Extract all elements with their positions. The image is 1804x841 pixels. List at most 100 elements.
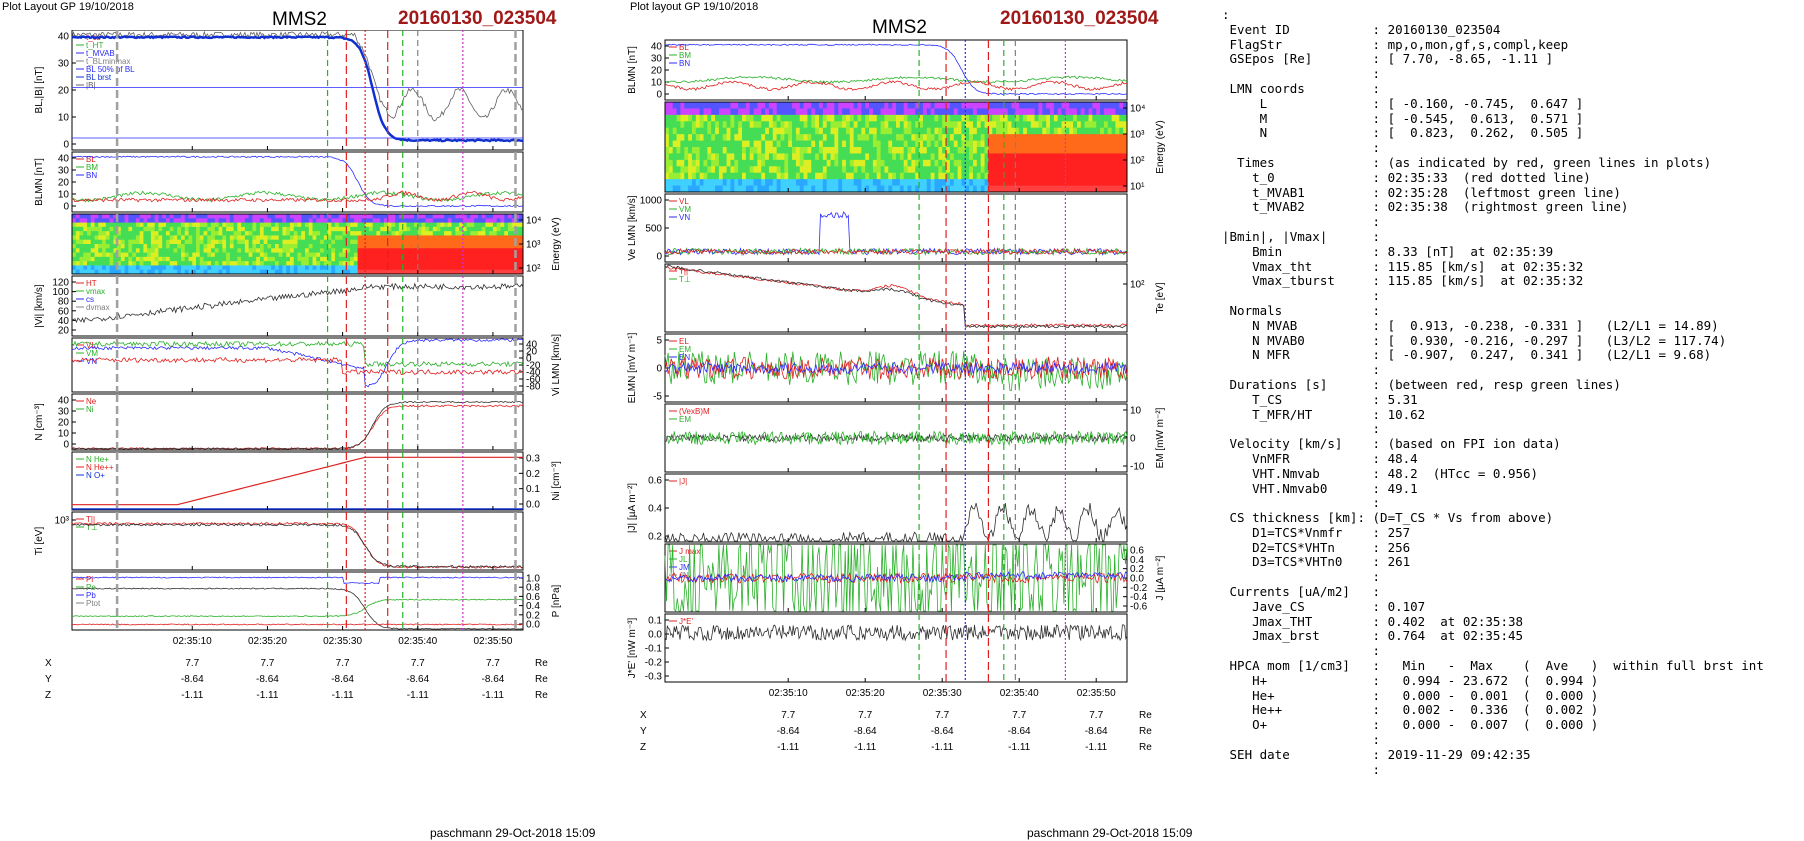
spectrogram-cell	[278, 214, 283, 219]
legend-entry: T||	[679, 267, 688, 276]
spectrogram-cell	[688, 127, 693, 135]
spectrogram-cell	[896, 134, 901, 142]
spectrogram-cell	[94, 256, 99, 262]
spectrogram-cell	[466, 239, 471, 245]
spectrogram-cell	[1092, 102, 1097, 109]
spectrogram-cell	[1111, 108, 1116, 116]
spectrogram-cell	[799, 185, 805, 193]
spectrogram-cell	[1123, 153, 1128, 161]
spectrogram-cell	[976, 121, 982, 129]
spectrogram-cell	[815, 166, 820, 174]
spectrogram-cell	[117, 214, 122, 219]
spectrogram-cell	[143, 269, 148, 275]
spectrogram-cell	[154, 265, 159, 271]
spectrogram-cell	[969, 127, 974, 135]
spectrogram-cell	[305, 265, 310, 271]
spectrogram-cell	[688, 172, 693, 180]
spectrogram-cell	[1038, 166, 1043, 174]
spectrogram-cell	[451, 244, 456, 249]
spectrogram-cell	[845, 166, 851, 174]
spectrogram-cell	[899, 159, 905, 167]
spectrogram-cell	[237, 248, 242, 254]
spectrogram-cell	[165, 252, 171, 258]
spectrogram-cell	[999, 159, 1005, 167]
spectrogram-cell	[784, 153, 789, 161]
spectrogram-cell	[919, 172, 924, 180]
spectrogram-cell	[451, 214, 456, 219]
spectrogram-cell	[822, 134, 828, 142]
spectrogram-cell	[1084, 102, 1089, 109]
spectrogram-cell	[680, 147, 685, 154]
spectrogram-cell	[147, 252, 152, 258]
spectrogram-cell	[511, 235, 516, 241]
spectrogram-cell	[976, 140, 982, 148]
spectrogram-cell	[1084, 159, 1089, 167]
spectrogram-cell	[807, 179, 812, 187]
spectrogram-cell	[271, 222, 276, 228]
spectrogram-cell	[1065, 108, 1070, 116]
spectrogram-cell	[132, 235, 137, 241]
spectrogram-cell	[949, 153, 955, 161]
spectrogram-cell	[320, 244, 325, 249]
spectrogram-cell	[803, 140, 808, 148]
spectrogram-cell	[734, 108, 739, 116]
spectrogram-cell	[691, 166, 697, 174]
spectrogram-cell	[1088, 179, 1093, 187]
spectrogram-cell	[730, 114, 735, 122]
spectrogram-cell	[444, 235, 449, 241]
spectrogram-cell	[361, 269, 366, 275]
spectrogram-cell	[792, 153, 797, 161]
spectrogram-cell	[788, 172, 793, 180]
spectrogram-cell	[922, 127, 928, 135]
spectrogram-cell	[845, 179, 851, 187]
spectrogram-cell	[1034, 166, 1039, 174]
spectrogram-cell	[165, 256, 171, 262]
spectrogram-cell	[845, 121, 851, 129]
spectrogram-cell	[953, 185, 959, 193]
spectrogram-cell	[278, 218, 283, 224]
spectrogram-cell	[984, 172, 989, 180]
legend-entry: Pb	[86, 591, 96, 600]
x-tick-label: 02:35:40	[398, 636, 437, 647]
spectrogram-cell	[761, 114, 766, 122]
spectrogram-cell	[969, 114, 974, 122]
spectrogram-cell	[305, 261, 310, 266]
spectrogram-cell	[672, 185, 678, 193]
position-value: -1.11	[1085, 742, 1107, 753]
spectrogram-cell	[1084, 114, 1089, 122]
spectrogram-cell	[834, 140, 839, 148]
spectrogram-cell	[169, 244, 174, 249]
spectrogram-cell	[98, 222, 103, 228]
spectrogram-cell	[87, 231, 92, 236]
spectrogram-cell	[969, 108, 974, 116]
spectrogram-cell	[436, 261, 441, 266]
spectrogram-cell	[1115, 102, 1120, 109]
legend-entry: t_MVAB	[86, 49, 115, 58]
spectrogram-cell	[353, 239, 359, 245]
spectrogram-cell	[726, 127, 731, 135]
spectrogram-cell	[368, 265, 374, 271]
spectrogram-cell	[444, 244, 449, 249]
spectrogram-cell	[368, 226, 374, 232]
y-tick-label: 40	[651, 42, 663, 53]
spectrogram-cell	[780, 121, 785, 129]
spectrogram-cell	[98, 235, 103, 241]
spectrogram-cell	[432, 231, 438, 236]
series-line	[71, 522, 523, 569]
spectrogram-cell	[451, 222, 456, 228]
spectrogram-cell	[425, 226, 430, 232]
spectrogram-cell	[83, 218, 88, 224]
spectrogram-cell	[676, 102, 681, 109]
spectrogram-cell	[1103, 147, 1109, 154]
spectrogram-cell	[788, 134, 793, 142]
spectrogram-cell	[94, 265, 99, 271]
spectrogram-cell	[842, 134, 847, 142]
spectrogram-cell	[1015, 166, 1020, 174]
spectrogram-cell	[1080, 134, 1086, 142]
spectrogram-cell	[282, 222, 287, 228]
spectrogram-cell	[98, 261, 103, 266]
legend-entry: EL	[679, 337, 689, 346]
spectrogram-cell	[278, 226, 283, 232]
spectrogram-cell	[888, 134, 893, 142]
spectrogram-cell	[811, 159, 816, 167]
